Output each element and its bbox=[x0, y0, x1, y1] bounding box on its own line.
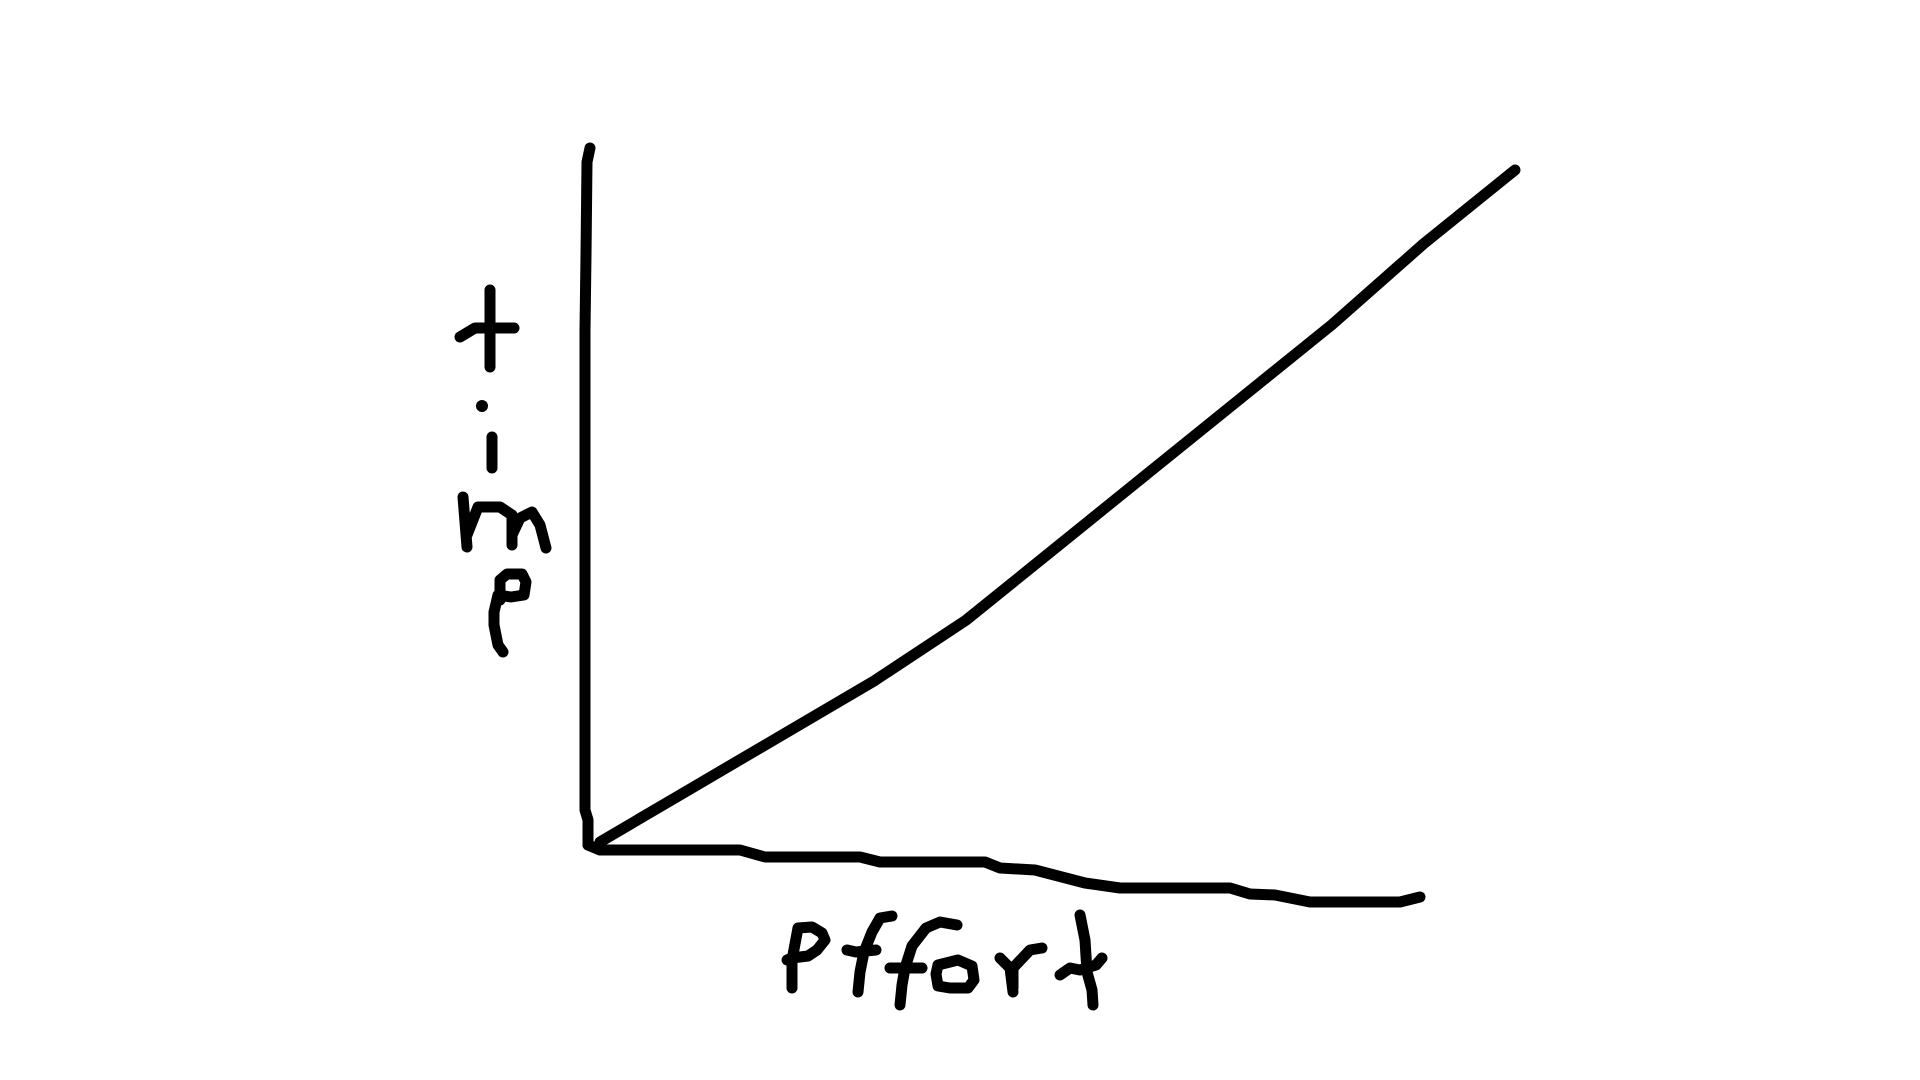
xlabel-letter-f1 bbox=[841, 910, 898, 998]
xlabel-letter-e bbox=[781, 921, 831, 994]
ylabel-letter-m bbox=[457, 491, 552, 554]
ylabel-letter-i-dot bbox=[476, 400, 488, 412]
xlabel-letter-t bbox=[1054, 909, 1108, 1011]
x-axis-line bbox=[582, 839, 1426, 908]
ylabel-letter-t bbox=[454, 284, 520, 373]
xlabel-letter-f2 bbox=[884, 916, 963, 1011]
y-axis-label-handwritten bbox=[454, 284, 552, 658]
ylabel-letter-e bbox=[488, 568, 532, 658]
xlabel-letter-r bbox=[994, 942, 1048, 998]
xlabel-letter-o bbox=[930, 954, 980, 994]
x-axis-label-handwritten bbox=[781, 909, 1108, 1011]
y-axis-line bbox=[579, 142, 596, 851]
series-layer bbox=[594, 164, 1521, 848]
axes bbox=[579, 142, 1426, 908]
series-line-0 bbox=[594, 164, 1521, 848]
